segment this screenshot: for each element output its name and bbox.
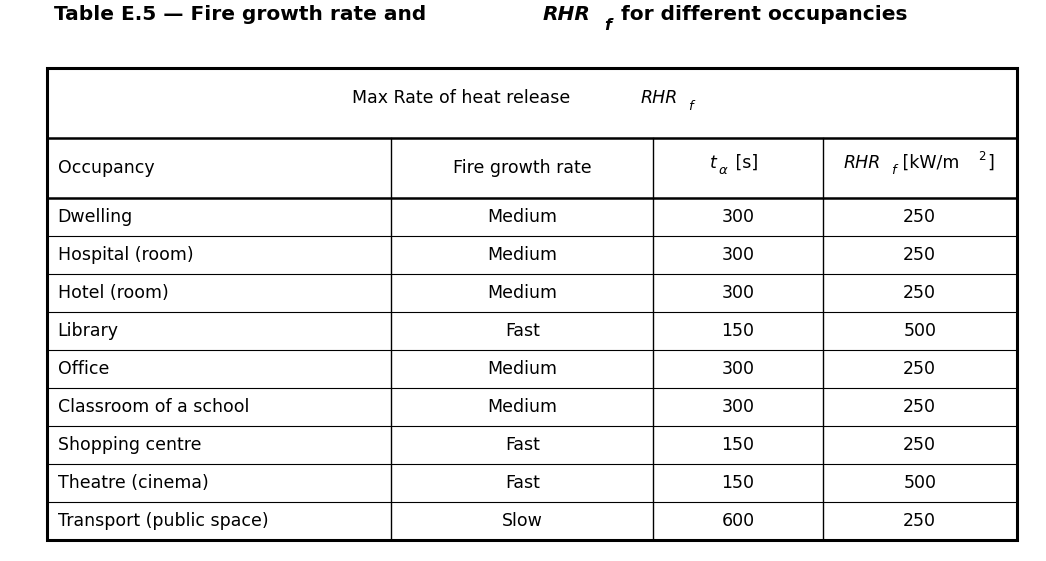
Text: RHR: RHR: [843, 154, 881, 172]
Text: 300: 300: [722, 284, 754, 302]
Text: Classroom of a school: Classroom of a school: [58, 398, 249, 416]
Text: 250: 250: [904, 436, 936, 454]
Text: [kW/m: [kW/m: [897, 154, 959, 172]
Text: 300: 300: [722, 208, 754, 226]
Text: 250: 250: [904, 284, 936, 302]
Text: α: α: [719, 164, 727, 177]
Text: 150: 150: [722, 436, 754, 454]
Text: 500: 500: [904, 322, 936, 340]
Text: RHR: RHR: [640, 89, 678, 107]
Text: Occupancy: Occupancy: [58, 159, 154, 177]
Text: 600: 600: [722, 512, 754, 530]
Text: 300: 300: [722, 246, 754, 264]
Text: 150: 150: [722, 473, 754, 492]
Text: Medium: Medium: [487, 360, 558, 378]
Text: Medium: Medium: [487, 246, 558, 264]
Text: Medium: Medium: [487, 208, 558, 226]
Bar: [47, 68, 1017, 540]
Text: Fire growth rate: Fire growth rate: [453, 159, 591, 177]
Text: for different occupancies: for different occupancies: [614, 4, 907, 24]
Text: Max Rate of heat release: Max Rate of heat release: [351, 89, 575, 107]
Text: Slow: Slow: [502, 512, 543, 530]
Text: 250: 250: [904, 512, 936, 530]
Text: 300: 300: [722, 398, 754, 416]
Text: 2: 2: [978, 150, 985, 163]
Text: Medium: Medium: [487, 284, 558, 302]
Text: f: f: [605, 18, 612, 33]
Text: Fast: Fast: [505, 436, 540, 454]
Text: 250: 250: [904, 398, 936, 416]
Text: f: f: [688, 100, 693, 113]
Text: Shopping centre: Shopping centre: [58, 436, 201, 454]
Text: Hotel (room): Hotel (room): [58, 284, 168, 302]
Text: RHR: RHR: [543, 4, 591, 24]
Text: Dwelling: Dwelling: [58, 208, 133, 226]
Text: Fast: Fast: [505, 322, 540, 340]
Text: 300: 300: [722, 360, 754, 378]
Text: 250: 250: [904, 246, 936, 264]
Text: t: t: [709, 154, 717, 172]
Text: Fast: Fast: [505, 473, 540, 492]
Text: Medium: Medium: [487, 398, 558, 416]
Text: f: f: [891, 164, 896, 177]
Text: ]: ]: [987, 154, 995, 172]
Text: Hospital (room): Hospital (room): [58, 246, 194, 264]
Text: Office: Office: [58, 360, 109, 378]
Text: [s]: [s]: [730, 154, 758, 172]
Text: Transport (public space): Transport (public space): [58, 512, 268, 530]
Text: 250: 250: [904, 360, 936, 378]
Text: 500: 500: [904, 473, 936, 492]
Text: Table E.5 — Fire growth rate and: Table E.5 — Fire growth rate and: [53, 4, 433, 24]
Text: Library: Library: [58, 322, 118, 340]
Text: 250: 250: [904, 208, 936, 226]
Text: Theatre (cinema): Theatre (cinema): [58, 473, 208, 492]
Text: 150: 150: [722, 322, 754, 340]
